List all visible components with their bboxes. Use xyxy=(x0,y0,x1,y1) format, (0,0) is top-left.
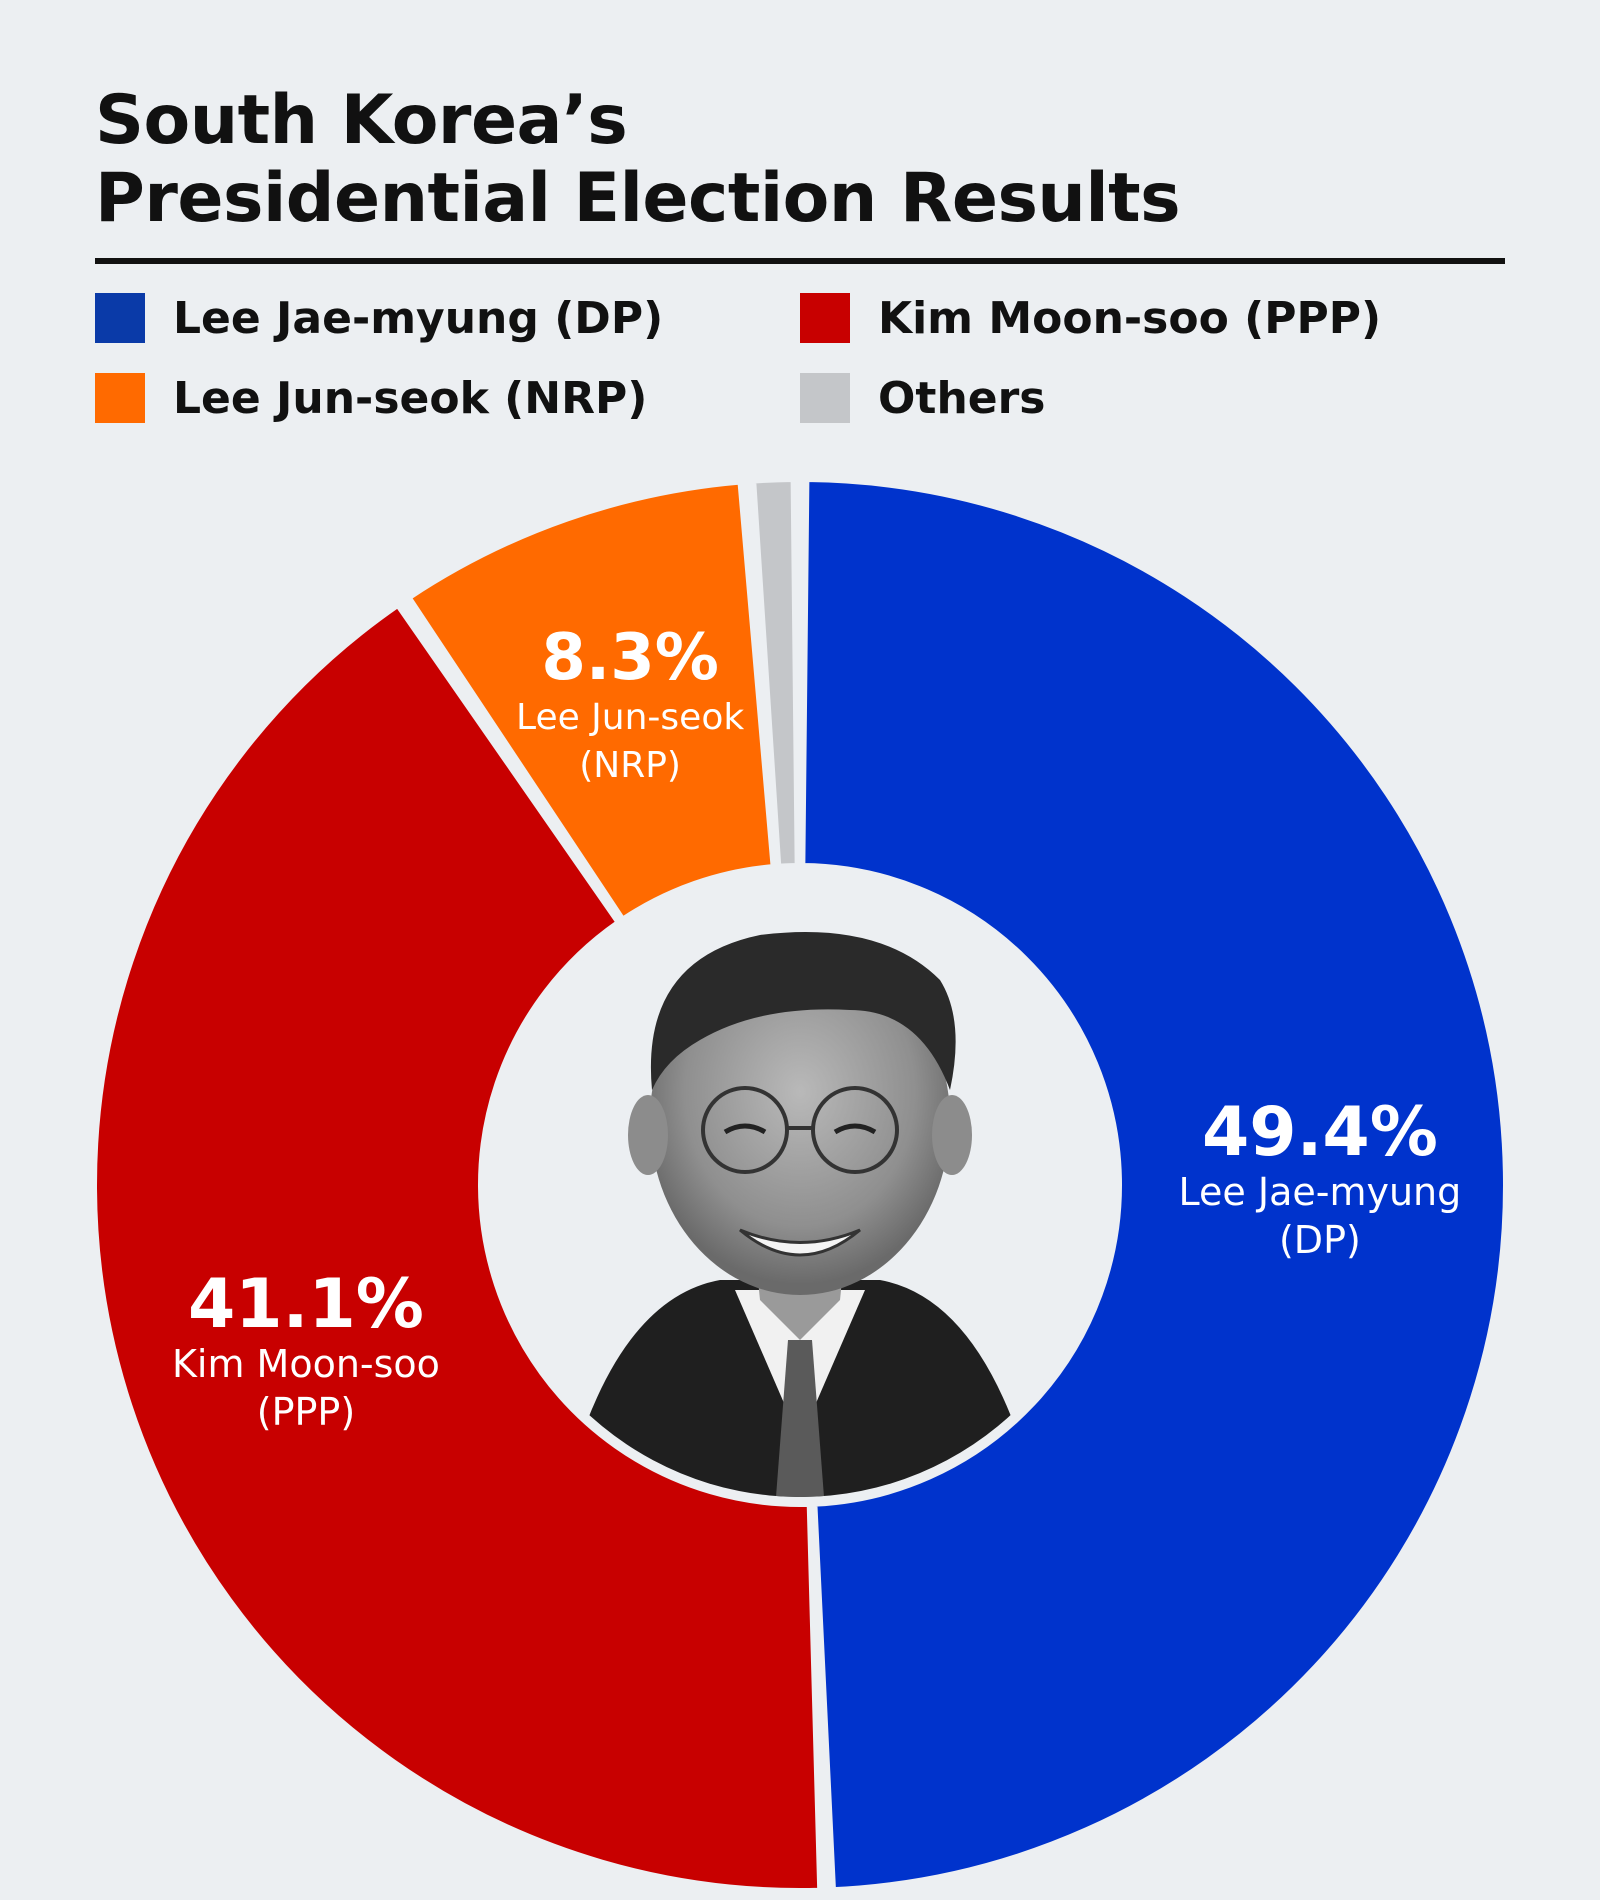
legend-swatch xyxy=(95,293,145,343)
legend-item-others: Others xyxy=(800,372,1505,424)
chart-title-line-2: Presidential Election Results xyxy=(95,159,1181,238)
slice-name-label: Lee Jun-seok xyxy=(516,697,744,738)
donut-slices xyxy=(93,478,1507,1892)
donut-chart: 49.4%Lee Jae-myung(DP)41.1%Kim Moon-soo(… xyxy=(93,478,1507,1892)
chart-title-line-1: South Korea’s xyxy=(95,81,628,160)
slice-name-label: Lee Jae-myung xyxy=(1179,1170,1462,1214)
donut-slice-others xyxy=(752,478,799,868)
legend-swatch xyxy=(800,373,850,423)
slice-percent-label: 8.3% xyxy=(541,621,719,695)
slice-name-label: (PPP) xyxy=(257,1390,355,1434)
legend-item-lee-jun-seok: Lee Jun-seok (NRP) xyxy=(95,372,800,424)
legend-item-kim-moon-soo: Kim Moon-soo (PPP) xyxy=(800,292,1505,344)
donut-slice-lee-jae-myung-dp xyxy=(801,478,1507,1892)
portrait-photo-icon xyxy=(560,932,1040,1497)
legend: Lee Jae-myung (DP) Kim Moon-soo (PPP) Le… xyxy=(95,292,1515,424)
legend-label: Kim Moon-soo (PPP) xyxy=(878,292,1382,344)
legend-label: Lee Jae-myung (DP) xyxy=(173,292,664,344)
legend-swatch xyxy=(800,293,850,343)
legend-label: Lee Jun-seok (NRP) xyxy=(173,372,648,424)
donut-slice-lee-jun-seok-nrp xyxy=(407,480,775,921)
legend-swatch xyxy=(95,373,145,423)
title-divider xyxy=(95,258,1505,264)
slice-name-label: Kim Moon-soo xyxy=(172,1342,440,1386)
slice-name-label: (DP) xyxy=(1279,1218,1361,1262)
slice-name-label: (NRP) xyxy=(579,745,681,786)
legend-item-lee-jae-myung: Lee Jae-myung (DP) xyxy=(95,292,800,344)
center-portrait xyxy=(488,873,1112,1497)
slice-percent-label: 41.1% xyxy=(188,1265,424,1344)
chart-title: South Korea’s Presidential Election Resu… xyxy=(95,81,1181,238)
donut-labels: 49.4%Lee Jae-myung(DP)41.1%Kim Moon-soo(… xyxy=(172,621,1461,1434)
legend-label: Others xyxy=(878,372,1046,424)
slice-percent-label: 49.4% xyxy=(1202,1093,1438,1172)
donut-slice-kim-moon-soo-ppp xyxy=(93,604,822,1892)
